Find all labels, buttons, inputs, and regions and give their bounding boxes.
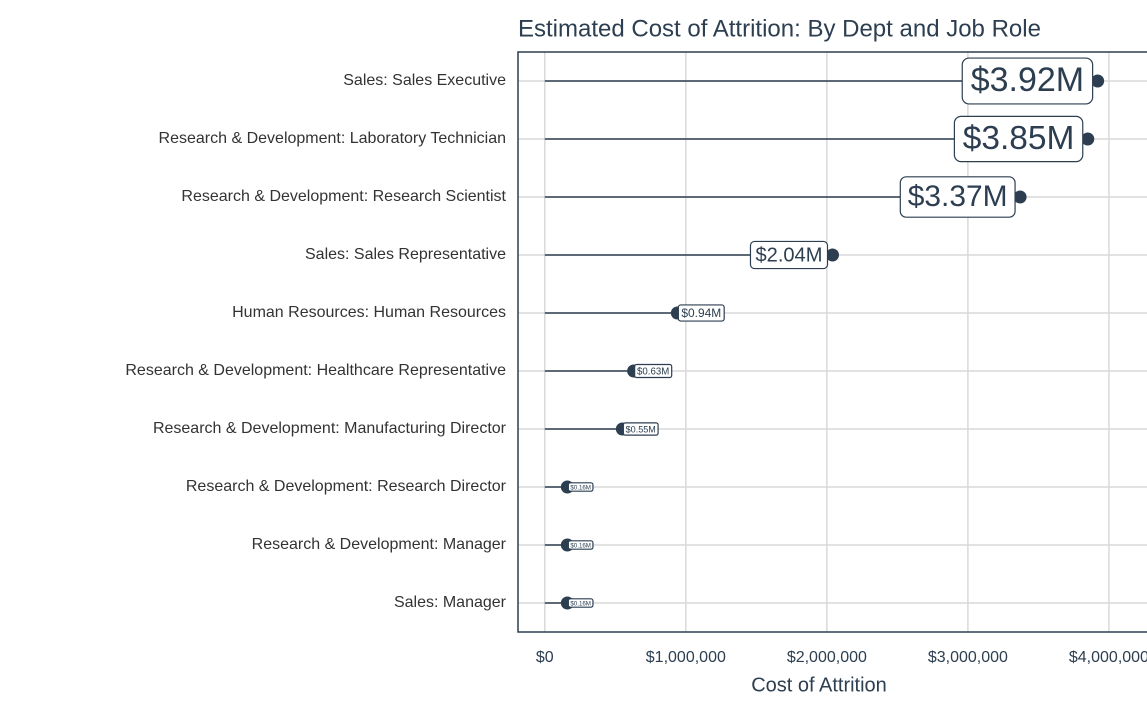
value-label: $3.85M (963, 120, 1075, 157)
value-label: $0.16M (570, 485, 591, 492)
x-tick-label: $0 (536, 649, 554, 666)
y-tick-label: Sales: Manager (394, 594, 507, 611)
value-label-box (899, 176, 1016, 218)
value-label-box (567, 598, 594, 608)
value-label: $0.55M (626, 424, 656, 434)
value-label-box (622, 422, 659, 436)
x-tick-label: $1,000,000 (646, 649, 726, 666)
value-label-box (953, 115, 1084, 163)
lollipop-dot (826, 248, 839, 262)
value-label-box (749, 240, 829, 270)
value-label-group: $3.92M (961, 57, 1094, 105)
lollipop-dot (1091, 74, 1105, 88)
y-tick-label: Research & Development: Healthcare Repre… (125, 362, 506, 379)
value-label-group: $0.16M (567, 598, 594, 608)
value-label: $3.92M (971, 61, 1084, 99)
value-label: $2.04M (755, 244, 822, 266)
value-label-box (961, 57, 1094, 105)
value-label: $0.63M (637, 367, 669, 378)
value-label-group: $0.94M (677, 304, 725, 322)
lollipop-dot (1013, 190, 1027, 204)
value-label-group: $3.85M (953, 115, 1084, 163)
value-label: $0.16M (570, 601, 591, 608)
y-tick-label: Research & Development: Manager (252, 536, 507, 553)
x-axis-title: Cost of Attrition (751, 674, 887, 696)
y-tick-label: Research & Development: Manufacturing Di… (153, 420, 507, 437)
y-tick-label: Research & Development: Research Directo… (186, 478, 507, 495)
y-tick-label: Research & Development: Research Scienti… (181, 188, 506, 205)
x-tick-label: $2,000,000 (787, 649, 867, 666)
y-tick-label: Research & Development: Laboratory Techn… (159, 130, 506, 147)
value-label: $0.94M (681, 306, 721, 320)
value-label-group: $0.55M (622, 422, 659, 436)
value-label-box (677, 304, 725, 322)
value-label: $3.37M (908, 180, 1008, 213)
value-label-box (567, 540, 594, 550)
lollipop-dot (1081, 132, 1095, 146)
chart-title: Estimated Cost of Attrition: By Dept and… (518, 15, 1041, 42)
y-tick-label: Human Resources: Human Resources (232, 304, 506, 321)
y-tick-label: Sales: Sales Representative (305, 246, 506, 263)
y-tick-label: Sales: Sales Executive (343, 72, 506, 89)
x-tick-label: $3,000,000 (928, 649, 1008, 666)
value-label-group: $0.16M (567, 540, 594, 550)
value-label-group: $3.37M (899, 176, 1016, 218)
value-label-group: $0.63M (634, 363, 673, 379)
value-label-group: $0.16M (567, 482, 594, 492)
value-label-box (634, 363, 673, 379)
value-label-box (567, 482, 594, 492)
panel-border (517, 51, 1147, 633)
value-label-group: $2.04M (749, 240, 829, 270)
value-label: $0.16M (570, 543, 591, 550)
x-tick-label: $4,000,000 (1069, 649, 1147, 666)
